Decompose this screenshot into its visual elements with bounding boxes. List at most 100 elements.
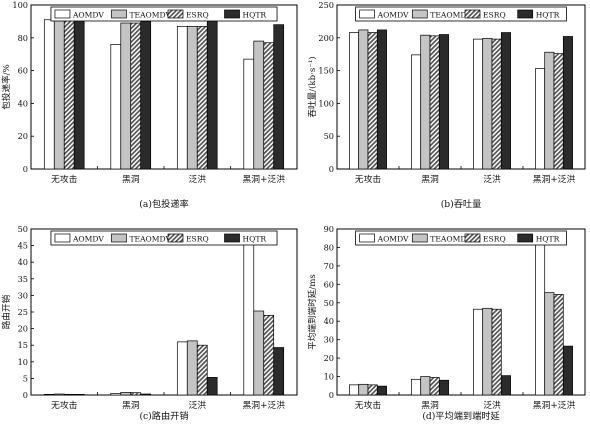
- legend-label-aomdv: AOMDV: [72, 235, 104, 244]
- legend-box: [50, 230, 278, 246]
- bar-esrq-1: [429, 35, 440, 170]
- legend-swatch-esrq: [167, 9, 184, 19]
- bar-aomdv-3: [243, 243, 255, 396]
- legend-swatch-teaomdv: [111, 233, 127, 243]
- bar-hqtr-0: [73, 16, 85, 170]
- y-tick-label: 5: [23, 373, 28, 383]
- bar-aomdv-2: [473, 308, 484, 396]
- x-category-label: 黑洞+泛洪: [242, 399, 285, 411]
- bar-teaomdv-3: [544, 292, 555, 396]
- bar-esrq-3: [553, 53, 564, 170]
- bar-aomdv-3: [535, 241, 546, 396]
- bar-esrq-0: [63, 19, 75, 170]
- bar-esrq-2: [491, 308, 502, 396]
- legend-swatch-teaomdv: [111, 9, 127, 19]
- y-tick-label: 40: [324, 316, 334, 326]
- legend-label-hqtr: HQTR: [536, 235, 560, 244]
- bar-hqtr-3: [273, 347, 285, 396]
- y-tick-label: 15: [18, 340, 28, 350]
- legend-swatch-hqtr: [224, 233, 240, 243]
- bar-esrq-2: [196, 25, 208, 170]
- chart-panel-0: 0 20 40 60 80 100 无攻击 黑洞 泛洪 黑洞+泛洪 包投递率/% (a)包投递率 AOM…: [0, 0, 298, 210]
- bar-aomdv-2: [176, 25, 188, 170]
- bar-aomdv-3: [535, 68, 546, 170]
- legend-swatch-aomdv: [359, 233, 375, 243]
- bar-esrq-1: [130, 392, 142, 396]
- legend-swatch-aomdv: [359, 9, 375, 19]
- bar-teaomdv-0: [53, 16, 65, 170]
- legend-swatch-teaomdv: [411, 9, 428, 19]
- chart-caption: (d)平均端到端时延: [422, 410, 499, 422]
- legend-label-teaomdv: TEAOMDV: [129, 11, 171, 20]
- bar-aomdv-1: [110, 44, 122, 170]
- bar-hqtr-2: [206, 19, 218, 170]
- x-category-label: 泛洪: [483, 173, 501, 185]
- y-tick-label: 40: [18, 257, 28, 267]
- bar-hqtr-1: [140, 393, 152, 396]
- y-tick-label: 60: [324, 279, 334, 289]
- legend-label-esrq: ESRQ: [483, 235, 506, 244]
- y-axis-title: 路由开销: [0, 294, 12, 329]
- bar-teaomdv-3: [253, 310, 265, 396]
- y-tick-label: 70: [324, 261, 334, 271]
- x-category-label: 泛洪: [188, 399, 206, 411]
- bar-teaomdv-0: [53, 393, 65, 396]
- y-tick-label: 100: [12, 0, 28, 10]
- y-tick-label: 150: [318, 66, 334, 76]
- bar-hqtr-1: [438, 34, 449, 170]
- legend-swatch-aomdv: [54, 233, 71, 243]
- bar-esrq-0: [367, 384, 378, 396]
- bar-hqtr-3: [562, 36, 573, 170]
- bar-hqtr-0: [376, 385, 387, 396]
- bar-esrq-3: [263, 42, 275, 170]
- bar-hqtr-2: [206, 377, 218, 396]
- bar-aomdv-0: [349, 32, 360, 170]
- y-tick-label: 80: [324, 242, 334, 252]
- bar-teaomdv-2: [186, 340, 198, 396]
- x-category-label: 黑洞: [122, 174, 140, 185]
- x-category-label: 黑洞: [122, 400, 140, 411]
- legend-box: [50, 6, 278, 22]
- y-tick-label: 10: [324, 372, 334, 382]
- y-tick-label: 20: [324, 353, 334, 363]
- y-tick-label: 200: [318, 33, 334, 43]
- legend-label-hqtr: HQTR: [243, 235, 267, 244]
- y-tick-label: 100: [318, 98, 334, 108]
- y-tick-label: 60: [18, 66, 28, 76]
- bar-hqtr-1: [438, 379, 449, 396]
- legend-box: [355, 6, 567, 22]
- x-category-label: 黑洞+泛洪: [533, 173, 576, 185]
- chart-caption: (c)路由开销: [139, 410, 188, 422]
- legend-swatch-esrq: [167, 233, 184, 243]
- bar-esrq-2: [491, 38, 502, 170]
- bar-teaomdv-1: [420, 376, 431, 396]
- legend-label-esrq: ESRQ: [483, 11, 506, 20]
- bar-aomdv-0: [43, 393, 55, 396]
- bar-teaomdv-0: [358, 383, 369, 396]
- bar-esrq-0: [63, 393, 75, 396]
- x-category-label: 黑洞: [421, 174, 439, 185]
- y-tick-label: 45: [18, 241, 28, 251]
- bar-aomdv-1: [110, 392, 122, 396]
- bar-teaomdv-2: [482, 307, 493, 396]
- bar-esrq-1: [130, 22, 142, 170]
- y-tick-label: 250: [318, 0, 334, 10]
- bar-teaomdv-3: [253, 40, 265, 170]
- bar-esrq-0: [367, 32, 378, 170]
- legend-swatch-hqtr: [517, 233, 534, 243]
- legend: AOMDV TEAOMDV ESRQ HQTR: [355, 230, 567, 246]
- y-axis-title: 吞吐量/(kb·s⁻¹): [307, 56, 318, 117]
- x-category-label: 黑洞+泛洪: [242, 173, 285, 185]
- x-category-label: 无攻击: [355, 173, 382, 185]
- x-category-label: 无攻击: [355, 399, 382, 411]
- y-tick-label: 80: [18, 33, 28, 43]
- y-tick-label: 30: [324, 335, 334, 345]
- bar-esrq-2: [196, 344, 208, 396]
- y-tick-label: 40: [18, 98, 28, 108]
- y-tick-label: 35: [18, 274, 28, 284]
- legend-label-aomdv: AOMDV: [72, 11, 104, 20]
- y-tick-label: 10: [18, 357, 28, 367]
- chart-panel-3: 0 10 20 30 40 50 60 70 80 90 无攻击 黑洞 泛洪 黑洞+泛洪 平均端到端时延/m…: [306, 224, 586, 422]
- legend-label-aomdv: AOMDV: [377, 11, 409, 20]
